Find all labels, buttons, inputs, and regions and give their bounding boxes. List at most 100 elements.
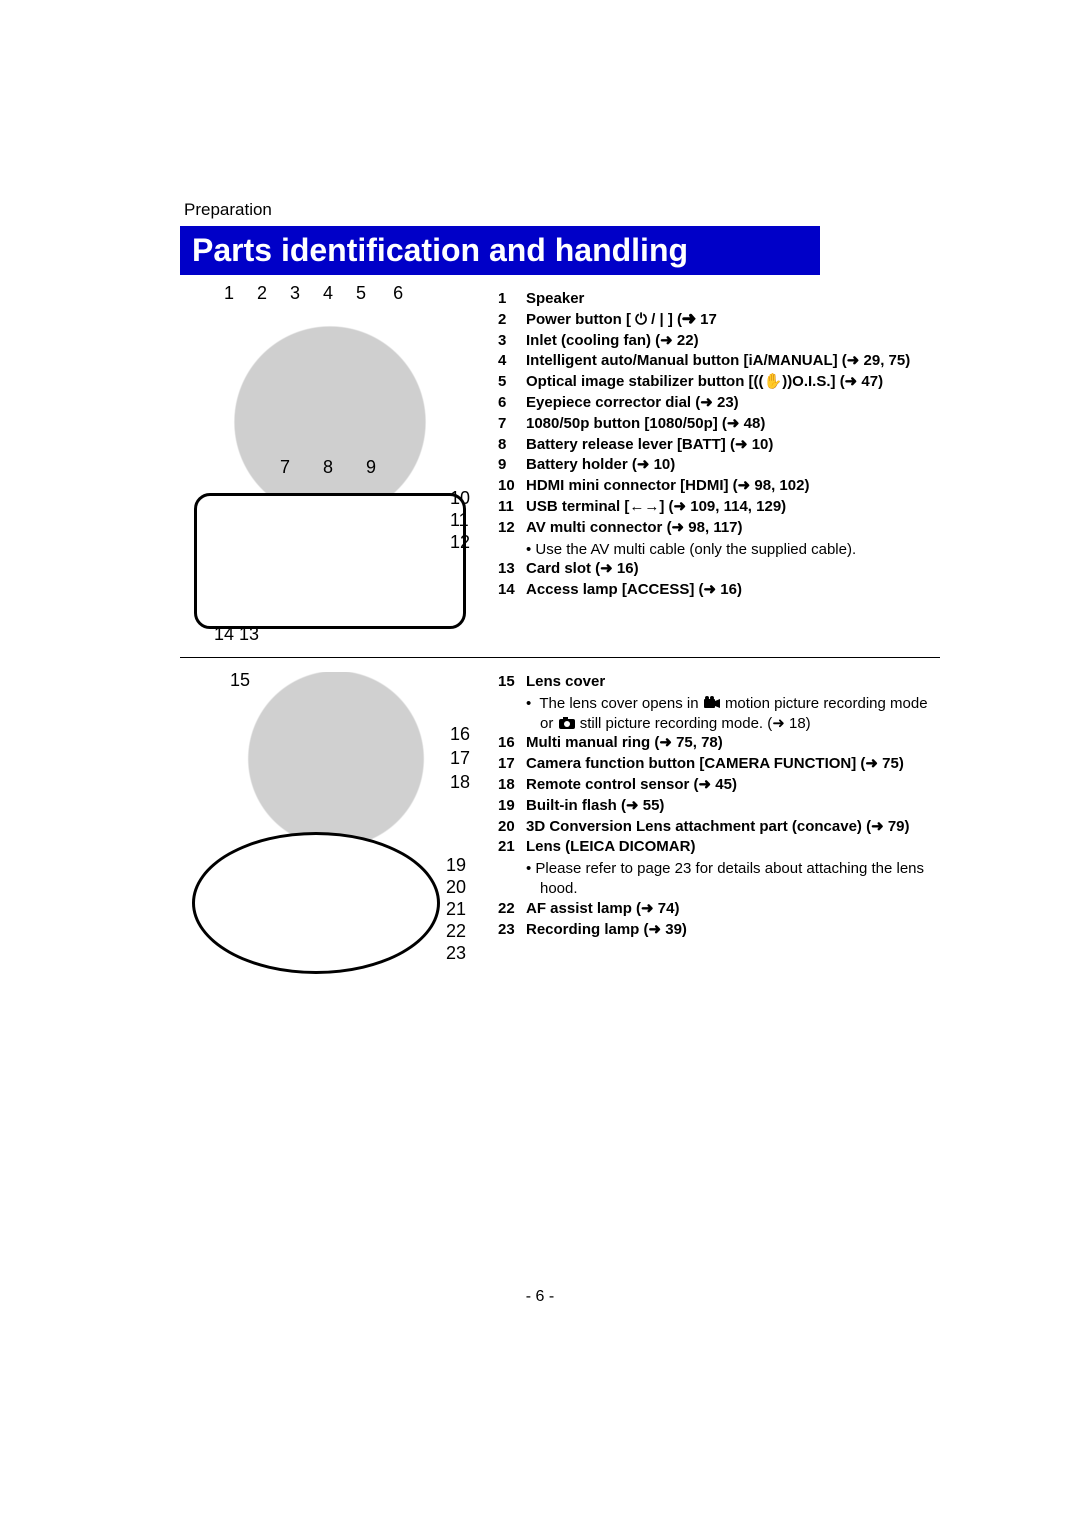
callout-numbers-bottom: 14 13 [214,624,259,645]
parts-a-item: 2Power button [ ⏻ / | ] (➜ 17 [498,310,940,330]
part-label: Built-in flash (➜ 55) [526,796,940,816]
part-label: Access lamp [ACCESS] (➜ 16) [526,580,940,600]
camera-front-view-illustration: 15 16 17 18 19 20 21 22 23 [180,672,480,982]
part-number: 20 [498,817,526,837]
callout-numbers-side: 10 11 12 [450,487,470,553]
parts-b-item: 19Built-in flash (➜ 55) [498,796,940,816]
callout-23: 23 [446,942,466,964]
callout-numbers-19-23: 19 20 21 22 23 [446,854,466,964]
part-number: 16 [498,733,526,753]
note-lens-cover: The lens cover opens in motion picture r… [526,694,940,734]
part-number: 17 [498,754,526,774]
parts-a-item: 3Inlet (cooling fan) (➜ 22) [498,331,940,351]
part-number: 15 [498,672,526,692]
part-number: 23 [498,920,526,940]
part-label: Battery release lever [BATT] (➜ 10) [526,435,940,455]
part-number: 14 [498,580,526,600]
parts-a-item: 6Eyepiece corrector dial (➜ 23) [498,393,940,413]
callout-10: 10 [450,487,470,509]
upper-section: 1 2 3 4 56 7 8 9 10 11 12 14 13 1Speaker… [180,289,940,639]
part-label: HDMI mini connector [HDMI] (➜ 98, 102) [526,476,940,496]
parts-b-item: 23Recording lamp (➜ 39) [498,920,940,940]
part-number: 6 [498,393,526,413]
parts-b-item: 18Remote control sensor (➜ 45) [498,775,940,795]
callout-numbers-mid: 7 8 9 [280,457,390,478]
part-number: 10 [498,476,526,496]
parts-b-item: 22AF assist lamp (➜ 74) [498,899,940,919]
callout-18: 18 [450,770,470,794]
part-label: Remote control sensor (➜ 45) [526,775,940,795]
section-label: Preparation [184,200,940,220]
part-label: AF assist lamp (➜ 74) [526,899,940,919]
parts-a-item: 4Intelligent auto/Manual button [iA/MANU… [498,351,940,371]
part-label: Lens (LEICA DICOMAR) [526,837,940,857]
parts-a-item: 71080/50p button [1080/50p] (➜ 48) [498,414,940,434]
callout-22: 22 [446,920,466,942]
callout-20: 20 [446,876,466,898]
part-number: 9 [498,455,526,475]
part-label: Intelligent auto/Manual button [iA/MANUA… [526,351,940,371]
parts-b-item: 21Lens (LEICA DICOMAR) [498,837,940,857]
part-number: 21 [498,837,526,857]
part-label: Card slot (➜ 16) [526,559,940,579]
part-label: Multi manual ring (➜ 75, 78) [526,733,940,753]
part-number: 18 [498,775,526,795]
parts-a-item: 13Card slot (➜ 16) [498,559,940,579]
video-mode-icon [703,696,721,710]
parts-a-item: 8Battery release lever [BATT] (➜ 10) [498,435,940,455]
callout-numbers-16-18: 16 17 18 [450,722,470,794]
manual-page: Preparation Parts identification and han… [0,0,1080,1526]
callout-15: 15 [230,670,250,691]
callout-12: 12 [450,531,470,553]
part-number: 1 [498,289,526,309]
part-label: Battery holder (➜ 10) [526,455,940,475]
part-number: 8 [498,435,526,455]
callout-11: 11 [450,509,470,531]
part-label: Speaker [526,289,940,309]
part-number: 22 [498,899,526,919]
part-label: Camera function button [CAMERA FUNCTION]… [526,754,940,774]
part-label: 1080/50p button [1080/50p] (➜ 48) [526,414,940,434]
lower-section: 15 16 17 18 19 20 21 22 23 15Lens cover [180,672,940,982]
callout-numbers: 1 2 3 4 5 [224,283,375,303]
part-number: 4 [498,351,526,371]
callout-numbers-top: 1 2 3 4 5 6 [224,283,403,304]
part-number: 19 [498,796,526,816]
callout-17: 17 [450,746,470,770]
detail-inset-box [194,493,466,629]
parts-a-item: 12AV multi connector (➜ 98, 117) [498,518,940,538]
parts-list-a: 1Speaker2Power button [ ⏻ / | ] (➜ 173In… [480,289,940,639]
parts-b-item: 16Multi manual ring (➜ 75, 78) [498,733,940,753]
note-text-post: still picture recording mode. (➜ 18) [580,715,811,732]
part-label: Lens cover [526,672,940,692]
camera-top-view-illustration: 1 2 3 4 56 7 8 9 10 11 12 14 13 [180,289,480,639]
page-title: Parts identification and handling [180,226,820,275]
parts-a-item: 9Battery holder (➜ 10) [498,455,940,475]
note-av-cable: Use the AV multi cable (only the supplie… [526,540,940,560]
callout-21: 21 [446,898,466,920]
diagram-2: 15 16 17 18 19 20 21 22 23 [180,672,480,982]
part-label: Optical image stabilizer button [((✋))O.… [526,372,940,392]
page-number: - 6 - [0,1288,1080,1306]
lens-detail-inset [192,832,440,974]
part-label: AV multi connector (➜ 98, 117) [526,518,940,538]
part-label: Recording lamp (➜ 39) [526,920,940,940]
diagram-1: 1 2 3 4 56 7 8 9 10 11 12 14 13 [180,289,480,639]
part-number: 2 [498,310,526,330]
part-label: USB terminal [←→] (➜ 109, 114, 129) [526,497,940,517]
part-label: Power button [ ⏻ / | ] (➜ 17 [526,310,940,330]
parts-a-item: 10HDMI mini connector [HDMI] (➜ 98, 102) [498,476,940,496]
parts-a-item: 5Optical image stabilizer button [((✋))O… [498,372,940,392]
section-divider [180,657,940,658]
part-number: 5 [498,372,526,392]
part-label: Inlet (cooling fan) (➜ 22) [526,331,940,351]
callout-number-6: 6 [393,283,403,303]
callout-16: 16 [450,722,470,746]
parts-b-item: 203D Conversion Lens attachment part (co… [498,817,940,837]
note-lens-hood: Please refer to page 23 for details abou… [526,859,940,899]
parts-a-item: 11USB terminal [←→] (➜ 109, 114, 129) [498,497,940,517]
note-text-pre: The lens cover opens in [539,695,702,712]
parts-a-item: 14Access lamp [ACCESS] (➜ 16) [498,580,940,600]
part-number: 11 [498,497,526,517]
parts-a-item: 1Speaker [498,289,940,309]
